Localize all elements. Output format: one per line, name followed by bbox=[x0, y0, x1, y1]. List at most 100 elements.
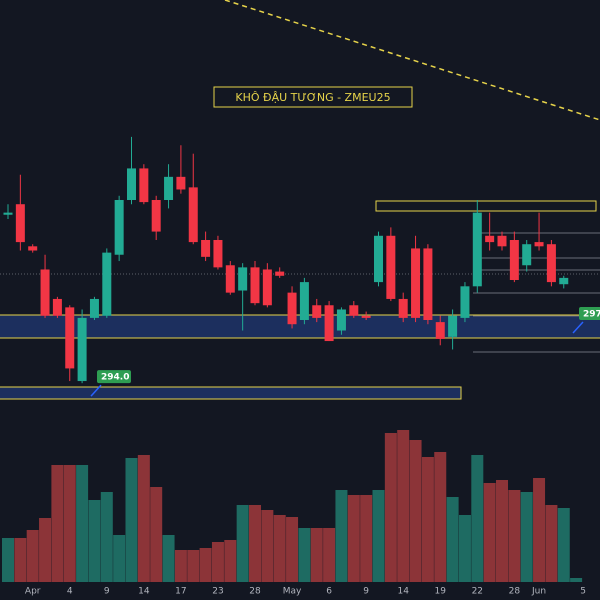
resistance-box bbox=[375, 200, 597, 212]
volume-bar bbox=[224, 540, 237, 582]
candle-body bbox=[262, 269, 272, 306]
candle-body bbox=[398, 298, 408, 318]
volume-bar bbox=[520, 492, 533, 582]
candle-body bbox=[485, 235, 495, 243]
candle-body bbox=[3, 212, 13, 215]
volume-bar bbox=[384, 433, 397, 582]
x-tick-label: 14 bbox=[397, 587, 409, 597]
volume-bar bbox=[76, 465, 89, 582]
candle-body bbox=[336, 309, 346, 331]
candle-body bbox=[77, 317, 87, 382]
level-tag-label: 294.0 bbox=[101, 373, 129, 383]
candle-body bbox=[127, 168, 136, 200]
candle-body bbox=[164, 176, 174, 200]
volume-bar bbox=[372, 490, 385, 582]
volume-bar bbox=[298, 528, 311, 582]
x-tick-label: 9 bbox=[363, 587, 369, 597]
volume-bar bbox=[483, 483, 496, 582]
volume-bar bbox=[150, 487, 163, 582]
volume-bar bbox=[88, 500, 101, 582]
x-tick-label: Apr bbox=[25, 587, 41, 597]
volume-bar bbox=[434, 452, 447, 582]
candle-body bbox=[250, 267, 260, 304]
candle-body bbox=[472, 212, 482, 287]
volume-bar bbox=[409, 440, 422, 582]
x-tick-label: 17 bbox=[175, 587, 186, 597]
volume-bar bbox=[39, 518, 52, 582]
candle-body bbox=[361, 315, 371, 318]
title-box bbox=[213, 86, 413, 108]
volume-bar bbox=[397, 430, 410, 582]
x-tick-label: 19 bbox=[435, 587, 447, 597]
candle-body bbox=[349, 305, 359, 316]
volume-bar bbox=[211, 542, 224, 582]
volume-bar bbox=[249, 505, 261, 582]
volume-bar bbox=[570, 578, 583, 582]
tag-pointer bbox=[90, 384, 102, 397]
x-tick-label: 9 bbox=[104, 587, 110, 597]
candle-body bbox=[546, 244, 556, 283]
candle-body bbox=[509, 240, 519, 280]
trend-line bbox=[224, 0, 600, 121]
candle-body bbox=[238, 267, 248, 291]
level-tags: 294.0 297 bbox=[90, 307, 600, 397]
candle-body bbox=[312, 305, 322, 318]
volume-bar bbox=[335, 490, 348, 582]
candle-body bbox=[460, 286, 470, 318]
chart-title: KHÔ ĐẬU TƯƠNG - ZMEU25 bbox=[235, 91, 390, 104]
volume-layer bbox=[2, 430, 583, 582]
x-axis: Apr 4 9 14 17 23 28 May 6 9 14 19 22 28 Jun 5 bbox=[25, 587, 586, 597]
volume-bar bbox=[187, 550, 200, 582]
candle-body bbox=[411, 248, 421, 318]
volume-bar bbox=[51, 465, 64, 582]
candle-body bbox=[435, 322, 445, 339]
level-tag bbox=[97, 370, 131, 384]
x-tick-label: 22 bbox=[472, 587, 483, 597]
volume-bar bbox=[162, 535, 175, 582]
candle-body bbox=[448, 315, 458, 337]
volume-bar bbox=[347, 495, 360, 582]
candle-body bbox=[201, 240, 211, 257]
candle-body bbox=[15, 204, 25, 243]
volume-bar bbox=[137, 455, 150, 582]
candle-body bbox=[65, 307, 75, 369]
candle-body bbox=[176, 176, 186, 190]
candle-body bbox=[188, 187, 198, 243]
volume-bar bbox=[174, 550, 187, 582]
volume-bar bbox=[323, 528, 336, 582]
volume-bar bbox=[199, 548, 212, 582]
candle-body bbox=[151, 200, 161, 232]
volume-bar bbox=[100, 492, 113, 582]
volume-bar bbox=[360, 495, 373, 582]
candle-body bbox=[28, 246, 38, 251]
volume-bar bbox=[545, 505, 558, 582]
volume-bar bbox=[261, 510, 274, 582]
support-zone-lower bbox=[0, 386, 462, 400]
candle-body bbox=[324, 305, 334, 342]
candle-body bbox=[522, 244, 532, 266]
volume-bar bbox=[113, 535, 126, 582]
tag-pointer bbox=[572, 321, 584, 334]
volume-bar bbox=[310, 528, 323, 582]
candle-layer bbox=[3, 136, 569, 384]
x-tick-label: 28 bbox=[509, 587, 521, 597]
candle-body bbox=[275, 271, 285, 276]
candle-body bbox=[40, 269, 50, 316]
candle-body bbox=[374, 235, 383, 283]
volume-bar bbox=[273, 515, 286, 582]
x-tick-label: 28 bbox=[249, 587, 261, 597]
candle-body bbox=[102, 252, 112, 316]
volume-bar bbox=[286, 517, 299, 582]
volume-bar bbox=[533, 478, 546, 582]
right-levels bbox=[473, 232, 600, 353]
volume-bar bbox=[14, 538, 27, 582]
candle-body bbox=[52, 298, 62, 316]
volume-bar bbox=[471, 455, 484, 582]
candle-body bbox=[497, 235, 507, 247]
volume-bar bbox=[2, 538, 14, 582]
candle-body bbox=[386, 235, 396, 299]
candle-body bbox=[114, 200, 124, 255]
x-tick-label: 4 bbox=[67, 587, 73, 597]
x-tick-label: 14 bbox=[138, 587, 150, 597]
